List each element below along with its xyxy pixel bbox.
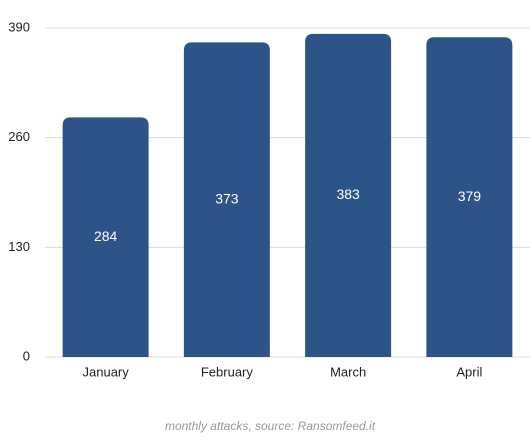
caption: monthly attacks, source: Ransomfeed.it (165, 419, 376, 433)
value-label: 383 (336, 186, 360, 202)
bar (62, 117, 149, 358)
bar (426, 37, 513, 358)
y-tick-label: 0 (23, 348, 30, 363)
x-tick-label: April (456, 364, 482, 379)
y-tick-label: 130 (8, 239, 30, 254)
y-tick-label: 390 (8, 19, 30, 34)
x-tick-label: February (201, 364, 254, 379)
value-label: 379 (458, 188, 482, 204)
bar (183, 42, 270, 357)
value-label: 284 (94, 228, 118, 244)
x-tick-label: March (330, 364, 366, 379)
x-tick-label: January (83, 364, 130, 379)
value-label: 373 (215, 190, 239, 206)
y-tick-label: 260 (8, 129, 30, 144)
bar (305, 33, 392, 358)
